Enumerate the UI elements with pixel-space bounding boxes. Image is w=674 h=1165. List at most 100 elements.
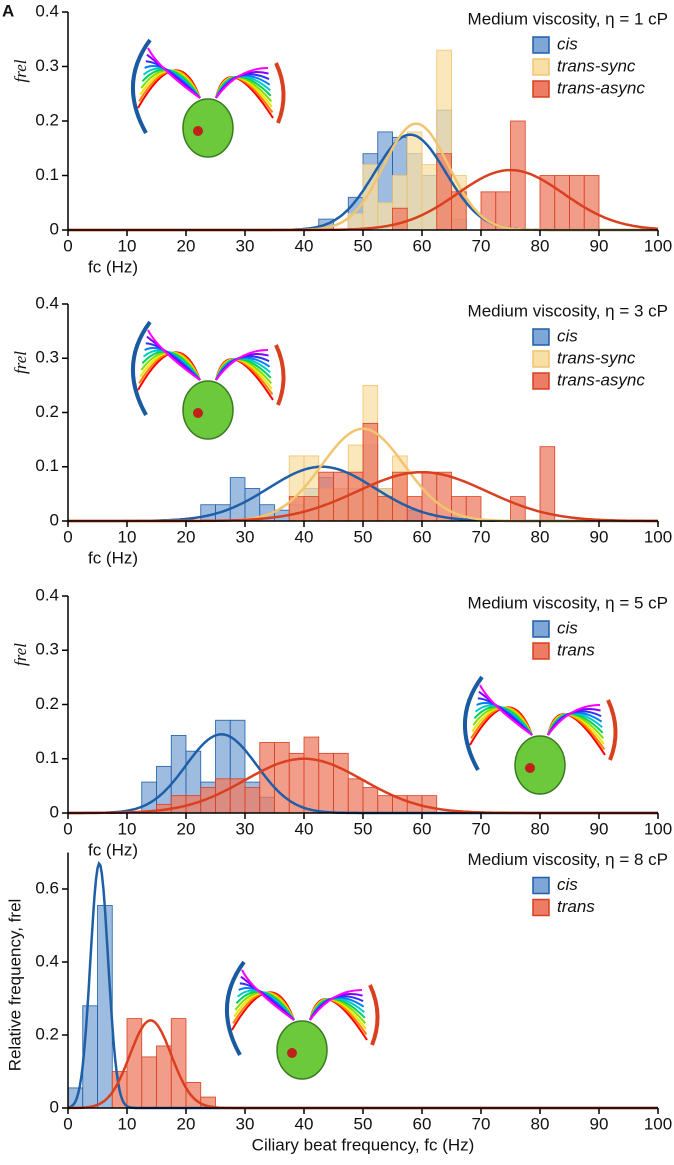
cilium-left [147,329,201,381]
y-axis-label: frel [11,351,30,374]
legend-swatch [532,328,550,346]
legend-swatch [532,642,550,660]
cilium-right [215,349,269,381]
bar [347,778,364,814]
bar [82,1005,98,1109]
legend-label: trans [557,640,595,659]
legend-label: cis [557,34,578,53]
x-tick-label: 90 [590,819,609,838]
x-tick-label: 70 [472,819,491,838]
x-axis-label: fc (Hz) [88,548,138,567]
cilium-left [479,684,533,736]
bar [170,795,187,814]
x-tick-label: 30 [236,1114,255,1133]
x-tick-label: 40 [295,527,314,546]
legend-swatch [532,876,550,895]
x-tick-label: 80 [531,1114,550,1133]
y-tick-label: 0 [50,219,59,238]
cilium-right [547,704,601,736]
x-tick-label: 50 [354,1114,373,1133]
bar [244,488,261,522]
bar [141,781,157,814]
beat-arc-left [130,38,152,134]
legend-label: cis [557,326,578,345]
cell-illustration [130,38,286,158]
bar [185,1082,202,1109]
legend-swatch [532,620,550,638]
bar [244,787,261,814]
y-tick-label: 0.4 [35,951,59,970]
bar [303,736,320,814]
x-tick-label: 0 [63,819,72,838]
x-tick-label: 90 [590,236,609,255]
x-tick-label: 50 [354,819,373,838]
bar [141,1056,157,1109]
x-tick-label: 30 [236,527,255,546]
bar [67,1087,84,1109]
x-axis-label: fc (Hz) [88,840,138,859]
y-tick-label: 0.1 [35,165,59,184]
y-tick-label: 0.1 [35,456,59,475]
legend-swatch [532,36,550,54]
x-tick-label: 40 [295,819,314,838]
x-tick-label: 0 [63,236,72,255]
beat-arc-right [274,344,286,406]
bar [362,787,379,814]
bar [333,752,349,814]
cell-illustration [462,675,618,795]
y-tick-label: 0 [50,802,59,821]
x-tick-label: 50 [354,527,373,546]
cell-illustration [224,960,380,1080]
x-tick-label: 60 [413,1114,432,1133]
x-tick-label: 60 [413,819,432,838]
y-tick-label: 0.2 [35,402,59,421]
x-tick-label: 40 [295,236,314,255]
bar [377,496,393,522]
eyespot [287,1048,297,1058]
legend-label: cis [557,618,578,637]
x-tick-label: 100 [644,236,672,255]
x-tick-label: 80 [531,236,550,255]
y-tick-label: 0 [50,1097,59,1116]
cell-body [276,1020,328,1080]
bar [274,742,290,814]
x-tick-label: 90 [590,527,609,546]
y-axis-label: Relative frequency, frel [5,899,24,1072]
bar [377,795,393,814]
x-tick-label: 20 [177,527,196,546]
legend-swatch [532,350,550,368]
cilium-right [215,67,269,99]
y-tick-label: 0.4 [35,585,59,604]
cell-body [182,98,234,158]
bar [510,120,526,231]
legend-swatch [532,372,550,390]
x-tick-label: 100 [644,1114,672,1133]
x-tick-label: 60 [413,527,432,546]
x-axis-label: fc (Hz) [88,257,138,276]
eyespot [193,126,203,136]
chart-title: Medium viscosity, η = 8 cP [468,850,668,869]
legend-label: trans-async [557,78,645,97]
y-tick-label: 0.4 [35,293,59,312]
cell-illustration [130,320,286,440]
x-tick-label: 10 [118,527,137,546]
cilium-left [241,969,295,1021]
y-axis-label: frel [11,643,30,666]
bar [215,778,231,814]
legend-label: trans [557,897,595,916]
cell-body [514,735,566,795]
chart-title: Medium viscosity, η = 3 cP [468,301,668,320]
x-tick-label: 30 [236,819,255,838]
y-axis-label: frel [11,59,30,82]
beat-arc-left [130,320,152,416]
bar [583,175,600,231]
x-tick-label: 70 [472,1114,491,1133]
x-tick-label: 70 [472,236,491,255]
bar [421,164,438,231]
legend-label: trans-sync [557,56,636,75]
beat-arc-right [368,984,380,1046]
bar [421,795,438,814]
legend-swatch [532,80,550,98]
cilium-right [309,989,363,1021]
